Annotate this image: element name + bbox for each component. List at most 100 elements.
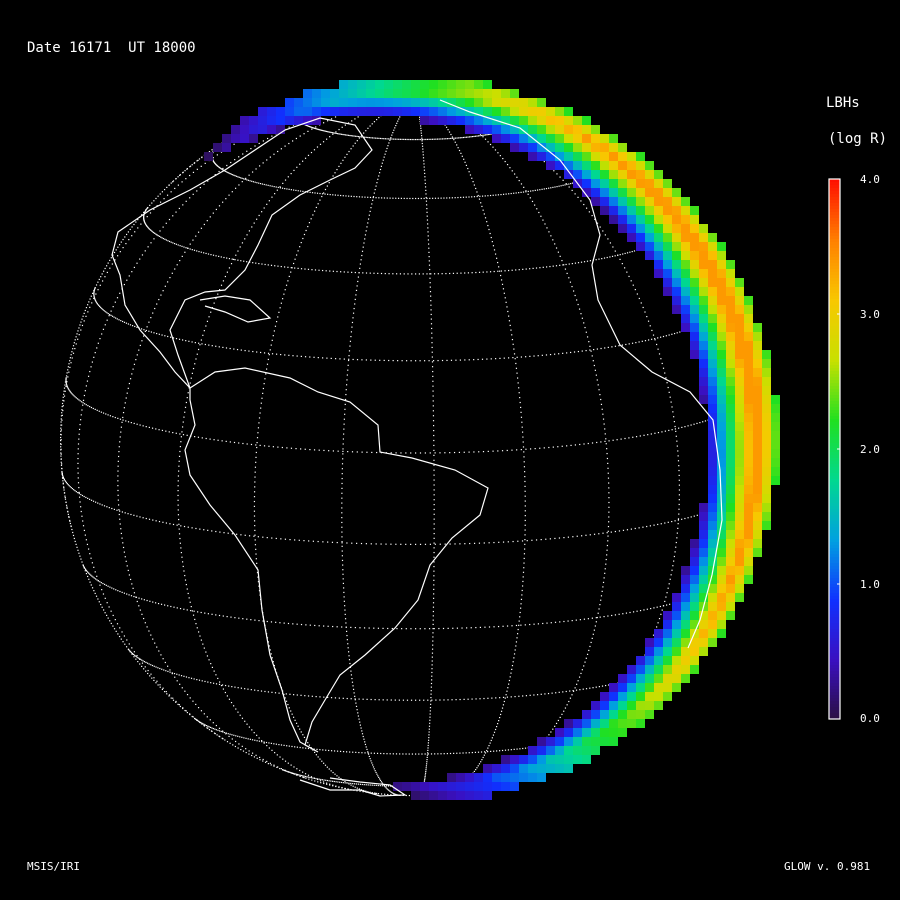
graticule-dot xyxy=(215,614,217,616)
graticule-dot xyxy=(430,313,432,316)
graticule-dot xyxy=(276,754,278,756)
graticule-dot xyxy=(574,444,577,446)
graticule-dot xyxy=(149,228,151,231)
graticule-dot xyxy=(678,508,680,510)
graticule-dot xyxy=(326,185,328,187)
graticule-dot xyxy=(382,159,384,161)
graticule-dot xyxy=(411,273,413,275)
graticule-dot xyxy=(346,374,348,376)
graticule-dot xyxy=(257,427,260,429)
graticule-dot xyxy=(356,196,358,198)
graticule-dot xyxy=(85,496,87,499)
graticule-dot xyxy=(93,289,96,291)
graticule-dot xyxy=(200,251,202,253)
graticule-dot xyxy=(93,577,95,579)
graticule-dot xyxy=(178,455,181,458)
graticule-dot xyxy=(425,770,427,773)
graticule-dot xyxy=(608,501,610,504)
graticule-dot xyxy=(341,502,343,504)
graticule-dot xyxy=(495,697,497,699)
graticule-dot xyxy=(357,715,360,717)
graticule-dot xyxy=(516,377,519,379)
graticule-dot xyxy=(358,718,360,720)
graticule-dot xyxy=(628,343,630,345)
graticule-dot xyxy=(290,267,292,269)
graticule-dot xyxy=(255,262,257,264)
graticule-dot xyxy=(300,623,303,626)
graticule-dot xyxy=(99,338,101,340)
graticule-dot xyxy=(548,231,550,233)
graticule-dot xyxy=(464,543,466,545)
graticule-dot xyxy=(503,292,505,294)
graticule-dot xyxy=(205,724,208,727)
graticule-dot xyxy=(258,737,260,739)
graticule-dot xyxy=(592,687,594,689)
graticule-dot xyxy=(505,694,507,696)
graticule-dot xyxy=(275,186,277,188)
graticule-dot xyxy=(522,446,525,448)
graticule-dot xyxy=(89,405,91,408)
graticule-dot xyxy=(428,256,430,258)
graticule-dot xyxy=(233,705,235,707)
graticule-dot xyxy=(600,599,602,601)
graticule-dot xyxy=(468,359,470,361)
graticule-dot xyxy=(488,542,490,544)
graticule-dot xyxy=(334,773,336,775)
graticule-dot xyxy=(196,678,198,681)
graticule-dot xyxy=(527,193,529,195)
graticule-dot xyxy=(246,443,248,445)
graticule-dot xyxy=(204,162,206,164)
graticule-dot xyxy=(480,761,482,763)
graticule-dot xyxy=(356,140,358,142)
graticule-dot xyxy=(371,137,374,139)
graticule-dot xyxy=(392,359,394,362)
graticule-dot xyxy=(180,525,182,527)
graticule-dot xyxy=(271,749,273,751)
graticule-dot xyxy=(240,534,242,536)
graticule-dot xyxy=(473,359,475,361)
graticule-dot xyxy=(652,334,655,336)
graticule-dot xyxy=(95,293,97,295)
graticule-dot xyxy=(131,271,133,273)
graticule-dot xyxy=(242,618,244,620)
graticule-dot xyxy=(233,174,235,176)
graticule-dot xyxy=(337,781,339,783)
graticule-dot xyxy=(578,308,581,310)
graticule-dot xyxy=(428,725,431,727)
graticule-dot xyxy=(594,369,596,371)
graticule-dot xyxy=(178,207,180,210)
graticule-dot xyxy=(612,439,614,441)
graticule-dot xyxy=(195,527,197,530)
graticule-dot xyxy=(677,455,679,457)
graticule-dot xyxy=(68,515,70,518)
graticule-dot xyxy=(309,776,311,779)
graticule-dot xyxy=(665,335,667,337)
graticule-dot xyxy=(607,477,610,479)
graticule-dot xyxy=(198,679,201,681)
graticule-dot xyxy=(185,178,187,180)
graticule-dot xyxy=(625,612,628,614)
graticule-dot xyxy=(254,486,256,488)
graticule-dot xyxy=(588,341,590,343)
graticule-dot xyxy=(148,518,151,520)
graticule-dot xyxy=(367,218,370,220)
graticule-dot xyxy=(583,443,585,445)
graticule-dot xyxy=(255,558,257,560)
graticule-dot xyxy=(346,134,348,136)
graticule-dot xyxy=(352,785,354,787)
graticule-dot xyxy=(349,751,351,753)
graticule-dot xyxy=(107,313,109,315)
graticule-dot xyxy=(202,643,204,645)
graticule-dot xyxy=(619,254,621,256)
graticule-dot xyxy=(638,297,640,300)
graticule-dot xyxy=(141,613,143,615)
graticule-dot xyxy=(312,540,314,542)
graticule-dot xyxy=(510,192,512,195)
graticule-dot xyxy=(139,258,141,260)
graticule-dot xyxy=(522,571,525,573)
graticule-dot xyxy=(101,280,104,282)
graticule-dot xyxy=(675,546,677,548)
graticule-dot xyxy=(254,529,256,532)
graticule-dot xyxy=(156,234,158,236)
graticule-dot xyxy=(468,136,471,138)
